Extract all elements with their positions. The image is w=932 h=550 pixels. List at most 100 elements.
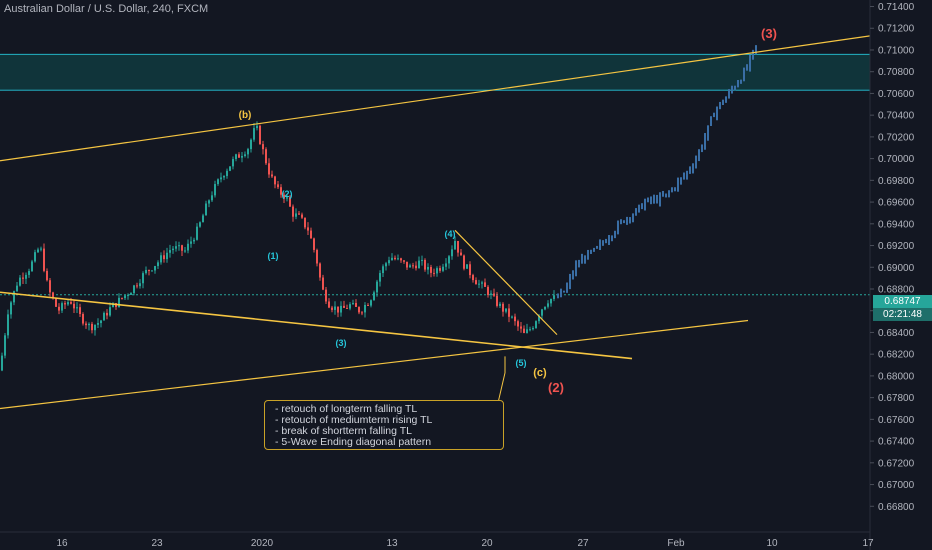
wave-label: (c) bbox=[533, 367, 547, 379]
candle-body bbox=[508, 308, 510, 317]
candle-body bbox=[550, 298, 552, 304]
candle-body bbox=[70, 302, 72, 304]
candle-body bbox=[328, 301, 330, 308]
price-tick-label: 0.71000 bbox=[878, 45, 915, 56]
candle-body bbox=[4, 335, 6, 356]
candle-body bbox=[343, 305, 345, 308]
price-tick-label: 0.70200 bbox=[878, 132, 915, 143]
price-tick-label: 0.67400 bbox=[878, 437, 915, 448]
price-tick-label: 0.67200 bbox=[878, 458, 915, 469]
candle-body bbox=[178, 245, 180, 247]
candle-body bbox=[367, 305, 369, 307]
candle-body bbox=[220, 177, 222, 180]
mediumterm-rising-trendline bbox=[0, 319, 749, 410]
candle-body bbox=[175, 246, 177, 249]
candle-body bbox=[439, 268, 441, 271]
candle-body bbox=[280, 187, 282, 195]
candle-body bbox=[394, 257, 396, 260]
candle-body bbox=[202, 215, 204, 223]
candle-body bbox=[415, 265, 417, 269]
candle-body bbox=[76, 307, 78, 309]
time-tick-label: 13 bbox=[386, 538, 398, 549]
candle-body bbox=[265, 149, 267, 164]
projection-bars bbox=[557, 45, 757, 299]
annotation-line: - retouch of mediumterm rising TL bbox=[275, 414, 433, 426]
candle-body bbox=[67, 302, 69, 305]
candle-body bbox=[316, 249, 318, 264]
price-axis[interactable]: 0.71400 0.71200 0.71000 0.70800 0.70600 0.704… bbox=[869, 0, 915, 550]
candle-body bbox=[397, 258, 399, 260]
time-tick-label: 27 bbox=[577, 538, 589, 549]
candle-body bbox=[289, 197, 291, 207]
trendlines bbox=[0, 35, 871, 410]
candle-body bbox=[7, 314, 9, 336]
candle-body bbox=[487, 286, 489, 295]
candle-body bbox=[418, 260, 420, 269]
candle-body bbox=[511, 316, 513, 318]
candle-body bbox=[73, 303, 75, 309]
candle-body bbox=[169, 250, 171, 253]
candle-body bbox=[190, 241, 192, 244]
candle-body bbox=[259, 125, 261, 145]
candle-body bbox=[244, 154, 246, 157]
time-tick-label: 2020 bbox=[251, 538, 274, 549]
candle-body bbox=[403, 260, 405, 262]
resistance-zone bbox=[0, 53, 870, 91]
candle-body bbox=[157, 262, 159, 267]
candle-body bbox=[37, 249, 39, 253]
candle-body bbox=[319, 263, 321, 278]
candle-body bbox=[256, 125, 258, 129]
candle-body bbox=[517, 321, 519, 327]
candle-body bbox=[472, 275, 474, 281]
candle-body bbox=[268, 163, 270, 175]
candle-body bbox=[205, 203, 207, 216]
candle-body bbox=[478, 283, 480, 285]
candle-body bbox=[139, 283, 141, 287]
candle-body bbox=[409, 265, 411, 268]
candle-body bbox=[247, 149, 249, 155]
time-tick-label: 16 bbox=[56, 538, 68, 549]
candle-body bbox=[535, 321, 537, 329]
wave-label: (3) bbox=[761, 26, 777, 41]
candle-body bbox=[340, 305, 342, 313]
wave-label: (5) bbox=[516, 358, 527, 368]
chart-title: Australian Dollar / U.S. Dollar, 240, FX… bbox=[4, 3, 209, 15]
candle-body bbox=[196, 226, 198, 240]
candle-body bbox=[193, 239, 195, 242]
candle-body bbox=[109, 307, 111, 316]
candle-body bbox=[79, 307, 81, 314]
price-tick-label: 0.69400 bbox=[878, 219, 915, 230]
candle-body bbox=[514, 316, 516, 322]
candle-body bbox=[499, 303, 501, 306]
candle-body bbox=[49, 280, 51, 293]
current-price-tag: 0.68747 bbox=[873, 295, 932, 308]
upper-rising-trendline bbox=[0, 35, 871, 162]
time-axis[interactable]: 16 23 2020 13 20 27 Feb 10 17 bbox=[0, 531, 874, 549]
candle-body bbox=[34, 252, 36, 262]
candle-body bbox=[277, 184, 279, 188]
price-tick-label: 0.68400 bbox=[878, 328, 915, 339]
wave-labels: (b)(1)(2)(3)(4)(5)(c)(2)(3) bbox=[239, 26, 777, 395]
candle-body bbox=[358, 306, 360, 313]
candle-body bbox=[13, 291, 15, 303]
candle-body bbox=[166, 252, 168, 260]
time-tick-label: 10 bbox=[766, 538, 778, 549]
candle-body bbox=[286, 197, 288, 199]
candle-body bbox=[91, 323, 93, 331]
wave-label: (4) bbox=[445, 229, 456, 239]
candle-body bbox=[337, 306, 339, 313]
candle-body bbox=[388, 260, 390, 264]
price-tick-label: 0.67800 bbox=[878, 393, 915, 404]
candle-body bbox=[361, 312, 363, 314]
candle-body bbox=[301, 214, 303, 218]
candle-body bbox=[253, 128, 255, 140]
candle-body bbox=[154, 266, 156, 271]
candle-body bbox=[274, 176, 276, 185]
price-tick-label: 0.70000 bbox=[878, 154, 915, 165]
candle-body bbox=[148, 269, 150, 271]
annotation-line: - break of shortterm falling TL bbox=[275, 425, 412, 437]
candle-body bbox=[172, 248, 174, 251]
candle-body bbox=[325, 289, 327, 302]
candle-body bbox=[64, 303, 66, 305]
